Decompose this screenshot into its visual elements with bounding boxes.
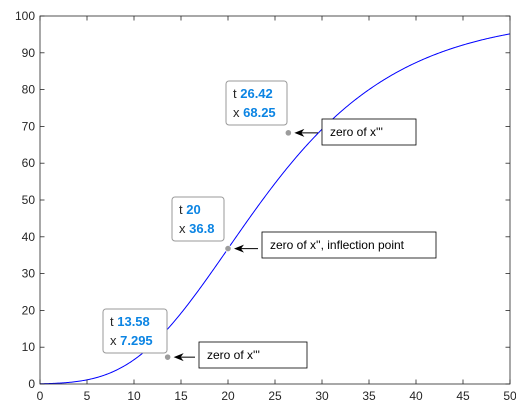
annotation-text: zero of x'', inflection point (270, 238, 405, 252)
datatip-x-label: x (110, 333, 120, 348)
datatip-t-label: t (233, 86, 240, 101)
datatip-box (171, 196, 225, 242)
datatip-x-row: x 7.295 (110, 333, 153, 348)
y-tick-label-6: 60 (22, 156, 36, 170)
datatip-box (225, 80, 288, 126)
datatip-1[interactable]: t 20 x 36.8 (171, 196, 232, 253)
datatip-x-label: x (179, 221, 189, 236)
datatip-x-value: 36.8 (189, 221, 214, 236)
ticks-layer: 0 5 10 15 20 25 30 35 40 45 50 0 10 20 30 40 50 60 70 80 90 1… (15, 9, 516, 403)
x-tick-label-4: 20 (221, 389, 235, 403)
datatip-marker[interactable] (164, 353, 172, 361)
series-layer (39, 33, 511, 385)
annotation-arrow-head (294, 128, 305, 137)
series-line-0 (39, 33, 511, 385)
y-tick-label-10: 100 (15, 9, 35, 23)
datatip-t-value: 20 (186, 202, 200, 217)
y-tick-label-0: 0 (28, 377, 35, 391)
y-tick-label-9: 90 (22, 46, 36, 60)
datatip-x-value: 7.295 (120, 333, 153, 348)
annotation-2: zero of x''' (294, 118, 417, 146)
datatip-t-label: t (179, 202, 186, 217)
x-tick-label-5: 25 (268, 389, 282, 403)
annotation-box (198, 341, 308, 369)
y-tick-label-1: 10 (22, 340, 36, 354)
datatip-marker[interactable] (224, 244, 232, 253)
x-tick-label-0: 0 (37, 389, 44, 403)
datatip-x-value: 68.25 (243, 105, 276, 120)
x-tick-label-1: 5 (84, 389, 91, 403)
datatip-t-row: t 13.58 (110, 314, 150, 329)
datatip-2[interactable]: t 26.42 x 68.25 (225, 80, 292, 137)
x-tick-label-3: 15 (174, 389, 188, 403)
datatip-0[interactable]: t 13.58 x 7.295 (102, 308, 172, 361)
datatip-t-label: t (110, 314, 117, 329)
datatip-t-row: t 20 (179, 202, 201, 217)
y-tick-label-3: 30 (22, 267, 36, 281)
annotation-arrow-head (234, 244, 244, 253)
y-tick-label-4: 40 (22, 230, 36, 244)
annotation-box (321, 118, 417, 146)
datatip-marker[interactable] (284, 129, 292, 137)
datatip-x-label: x (233, 105, 243, 120)
y-tick-label-2: 20 (22, 303, 36, 317)
datatip-x-row: x 68.25 (233, 105, 276, 120)
annotation-arrow-head (173, 353, 184, 362)
x-tick-label-8: 40 (409, 389, 423, 403)
annotation-1: zero of x'', inflection point (234, 231, 437, 259)
y-tick-label-7: 70 (22, 119, 36, 133)
datatip-t-value: 26.42 (240, 86, 273, 101)
datatip-x-row: x 36.8 (179, 221, 214, 236)
x-tick-label-9: 45 (456, 389, 470, 403)
datatip-t-row: t 26.42 (233, 86, 273, 101)
x-tick-label-2: 10 (127, 389, 141, 403)
x-tick-label-10: 50 (503, 389, 516, 403)
annotation-layer: zero of x''' zero of x'', inflection poin… (173, 118, 437, 369)
annotation-0: zero of x''' (173, 341, 308, 369)
annotation-text: zero of x''' (330, 125, 383, 139)
datatip-t-value: 13.58 (117, 314, 150, 329)
y-tick-label-8: 80 (22, 83, 36, 97)
x-tick-label-6: 30 (315, 389, 329, 403)
y-tick-label-5: 50 (22, 193, 36, 207)
annotation-box (261, 231, 437, 259)
annotation-text: zero of x''' (207, 348, 260, 362)
datatip-box (102, 308, 168, 354)
x-tick-label-7: 35 (362, 389, 376, 403)
